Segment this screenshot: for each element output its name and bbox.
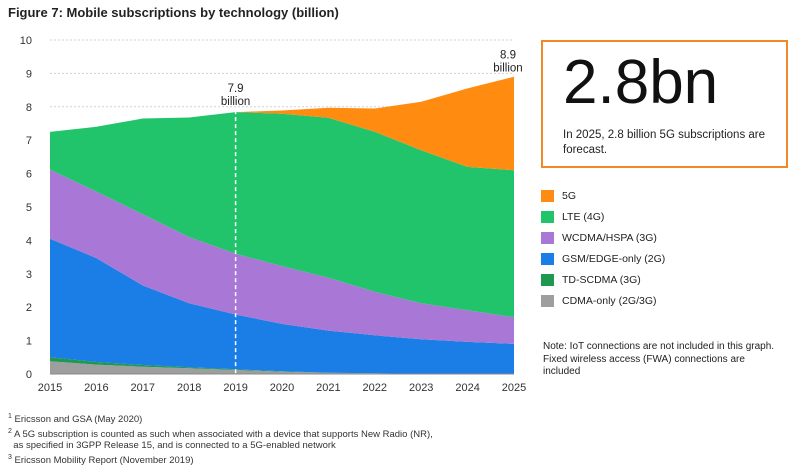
callout-big-number: 2.8bn	[563, 48, 719, 117]
legend-swatch	[541, 273, 554, 286]
area-series-lte-4g	[50, 112, 514, 318]
y-tick-label: 3	[26, 269, 32, 281]
legend-label: TD-SCDMA (3G)	[562, 273, 641, 286]
legend-item: CDMA-only (2G/3G)	[541, 290, 781, 311]
y-tick-label: 8	[26, 102, 32, 114]
legend-item: 5G	[541, 185, 781, 206]
annotation-value: 7.9	[228, 83, 244, 95]
y-tick-label: 2	[26, 302, 32, 314]
legend-item: LTE (4G)	[541, 206, 781, 227]
x-tick-label: 2020	[270, 382, 294, 394]
x-tick-label: 2021	[316, 382, 340, 394]
x-tick-label: 2023	[409, 382, 433, 394]
y-tick-label: 9	[26, 68, 32, 80]
y-tick-label: 10	[20, 35, 32, 47]
footnote-2-continued: as specified in 3GPP Release 15, and is …	[13, 440, 336, 452]
y-tick-label: 0	[26, 369, 32, 381]
legend-label: LTE (4G)	[562, 210, 605, 223]
x-tick-label: 2015	[38, 382, 62, 394]
x-tick-label: 2017	[131, 382, 155, 394]
footnote-3: 3 Ericsson Mobility Report (November 201…	[8, 453, 194, 466]
legend-swatch	[541, 252, 554, 265]
legend-label: GSM/EDGE-only (2G)	[562, 252, 666, 265]
legend-label: CDMA-only (2G/3G)	[562, 294, 657, 307]
x-tick-label: 2024	[455, 382, 479, 394]
x-tick-label: 2022	[363, 382, 387, 394]
y-tick-label: 5	[26, 202, 32, 214]
x-tick-label: 2016	[84, 382, 108, 394]
legend-item: WCDMA/HSPA (3G)	[541, 227, 781, 248]
legend-swatch	[541, 210, 554, 223]
legend-label: WCDMA/HSPA (3G)	[562, 231, 657, 244]
legend-swatch	[541, 231, 554, 244]
legend-item: GSM/EDGE-only (2G)	[541, 248, 781, 269]
chart-note: Note: IoT connections are not included i…	[543, 341, 775, 377]
x-tick-label: 2018	[177, 382, 201, 394]
x-tick-label: 2019	[223, 382, 247, 394]
footnotes: 1 Ericsson and GSA (May 2020) 2 A 5G sub…	[8, 411, 608, 466]
annotation-value: 8.9	[500, 50, 516, 62]
callout-text: In 2025, 2.8 billion 5G subscriptions ar…	[563, 129, 766, 156]
area-series-gsm-edge-only-2g	[50, 238, 514, 374]
callout-box: 2.8bn In 2025, 2.8 billion 5G subscripti…	[541, 40, 788, 168]
area-series-cdma-only-2g-3g	[50, 361, 514, 374]
legend-swatch	[541, 189, 554, 202]
area-series-wcdma-hspa-3g	[50, 169, 514, 344]
footnote-1: 1 Ericsson and GSA (May 2020)	[8, 413, 143, 426]
y-tick-label: 7	[26, 135, 32, 147]
y-tick-label: 6	[26, 169, 32, 181]
area-series-5g	[50, 76, 514, 171]
annotation-unit: billion	[221, 96, 250, 108]
x-tick-label: 2025	[502, 382, 526, 394]
legend-item: TD-SCDMA (3G)	[541, 269, 781, 290]
footnote-2: 2 A 5G subscription is counted as such w…	[8, 427, 433, 440]
legend-swatch	[541, 294, 554, 307]
stacked-area-chart: 0 1 2 3 4 5 6 7 8 9 10 2015 2016 2017 2018 2019 2020 2021…	[20, 35, 526, 394]
y-tick-label: 4	[26, 235, 32, 247]
annotation-unit: billion	[493, 63, 522, 75]
area-series-td-scdma-3g	[50, 357, 514, 374]
figure-title: Figure 7: Mobile subscriptions by techno…	[8, 5, 339, 20]
chart-legend: 5G LTE (4G) WCDMA/HSPA (3G) GSM/EDGE-only (…	[541, 185, 781, 311]
y-tick-label: 1	[26, 336, 32, 348]
legend-label: 5G	[562, 189, 577, 202]
